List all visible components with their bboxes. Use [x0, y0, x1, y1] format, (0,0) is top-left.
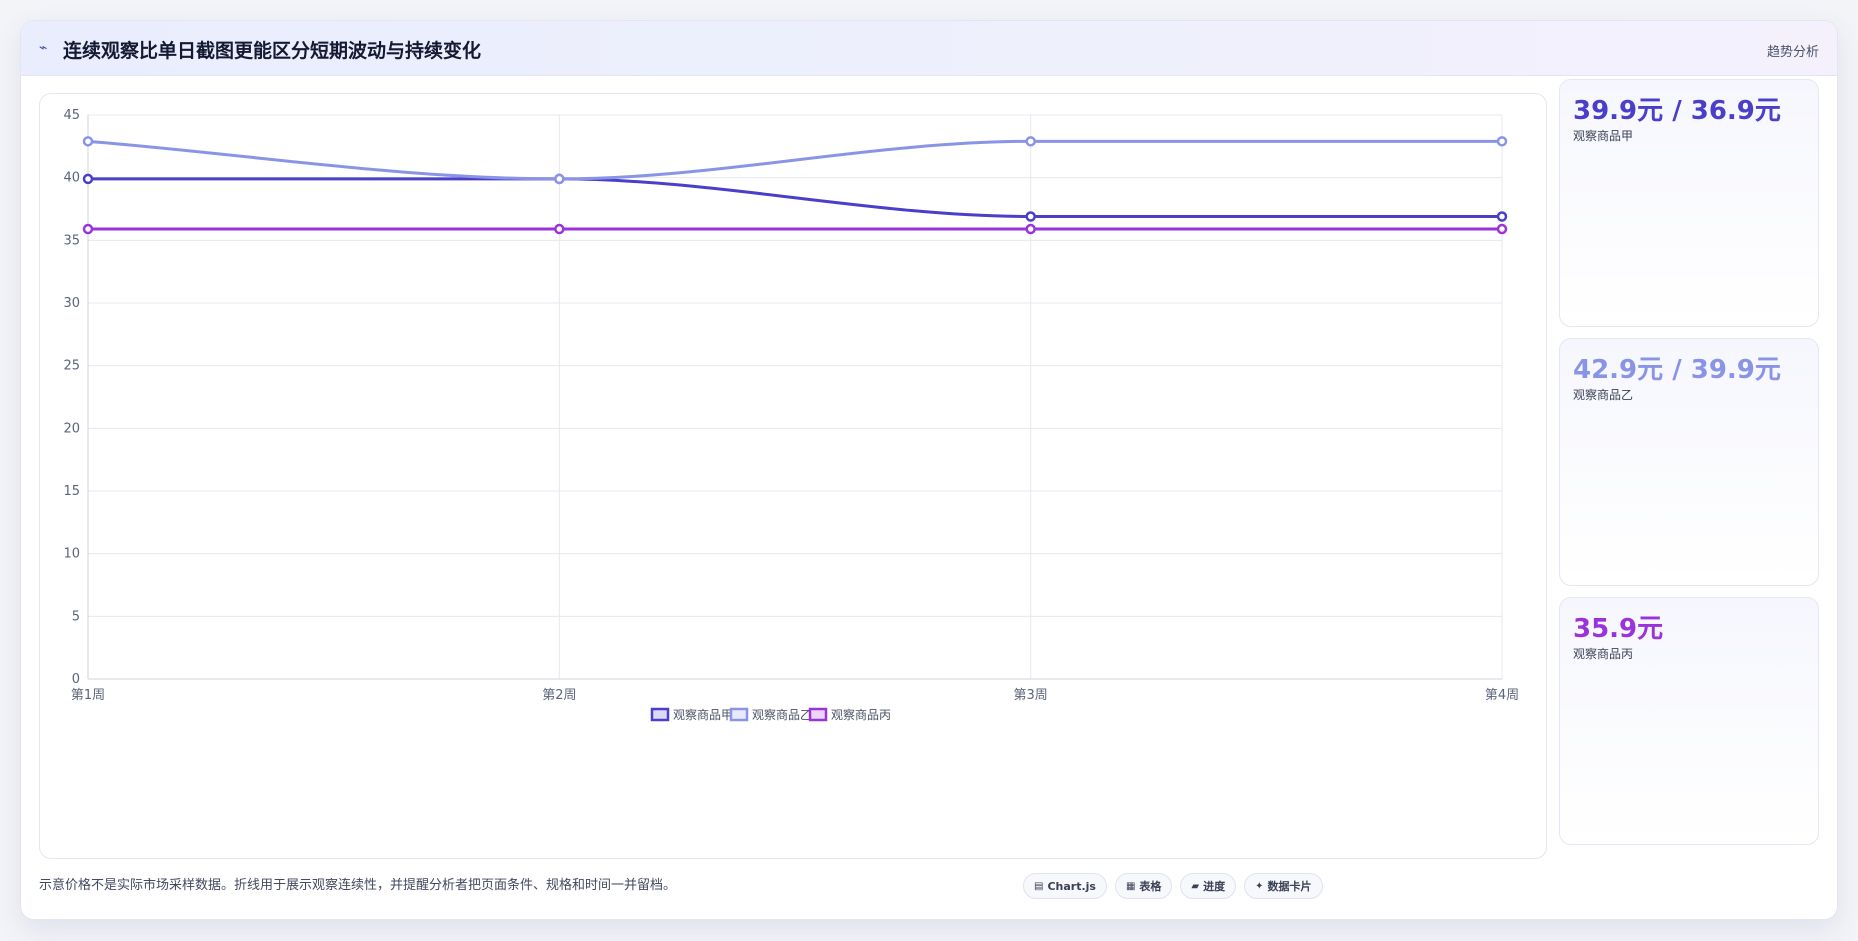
table-icon: ▦: [1125, 880, 1136, 892]
progress-icon: ▰: [1191, 880, 1200, 892]
y-tick-label: 35: [63, 233, 80, 248]
x-tick-label: 第2周: [542, 688, 576, 703]
y-tick-label: 25: [63, 359, 80, 374]
data-point: [554, 223, 565, 235]
data-point: [82, 173, 94, 185]
legend-swatch: [729, 707, 749, 722]
data-point: [1496, 211, 1508, 222]
legend-label: 观察商品丙: [831, 707, 891, 722]
badge-progress[interactable]: ▰ 进度: [1180, 873, 1237, 899]
summary-value-b: 42.9元 / 39.9元: [1573, 355, 1781, 385]
summary-value-a: 39.9元 / 36.9元: [1573, 96, 1781, 126]
summary-label-c: 观察商品丙: [1573, 647, 1634, 661]
data-point: [554, 173, 565, 185]
data-point: [1496, 136, 1508, 147]
header-tag: 趋势分析: [1766, 45, 1819, 60]
badge-table[interactable]: ▦ 表格: [1114, 873, 1173, 899]
data-point: [1496, 223, 1508, 235]
summary-card-c: 35.9元 观察商品丙: [1559, 597, 1819, 845]
data-point: [1025, 211, 1036, 222]
summary-card-a: 39.9元 / 36.9元 观察商品甲: [1559, 79, 1819, 327]
footnote: 示意价格不是实际市场采样数据。折线用于展示观察连续性，并提醒分析者把页面条件、规…: [39, 878, 677, 893]
y-tick-label: 10: [63, 547, 80, 562]
legend-label: 观察商品乙: [752, 707, 812, 722]
tech-badges: ▤ Chart.js ▦ 表格 ▰ 进度 ✦ 数据卡片: [1023, 873, 1323, 899]
card-header: ⌁ 连续观察比单日截图更能区分短期波动与持续变化 趋势分析: [21, 21, 1837, 76]
x-tick-label: 第1周: [71, 688, 105, 703]
trend-card: ⌁ 连续观察比单日截图更能区分短期波动与持续变化 趋势分析 0 5 10 15 20 25…: [20, 20, 1838, 920]
badge-label: 数据卡片: [1267, 880, 1312, 893]
chart-panel: 0 5 10 15 20 25 30 35 40 45 第1周 第2周 第3周 第4周观察商品甲 观察商品乙…: [39, 93, 1547, 859]
y-tick-label: 0: [72, 672, 80, 687]
chart-line-icon: ⌁: [39, 40, 48, 56]
x-tick-label: 第4周: [1485, 688, 1519, 703]
data-card-icon: ✦: [1255, 880, 1264, 892]
legend-swatch: [650, 707, 670, 722]
y-tick-label: 5: [72, 609, 80, 624]
badge-chartjs[interactable]: ▤ Chart.js: [1023, 873, 1107, 899]
summary-card-b: 42.9元 / 39.9元 观察商品乙: [1559, 338, 1819, 586]
badge-label: Chart.js: [1047, 879, 1096, 893]
y-tick-label: 40: [63, 171, 80, 186]
badge-label: 表格: [1139, 880, 1162, 893]
badge-data-card[interactable]: ✦ 数据卡片: [1244, 873, 1323, 899]
y-tick-label: 15: [63, 484, 80, 499]
summary-label-a: 观察商品甲: [1573, 129, 1634, 143]
y-tick-label: 30: [63, 296, 80, 311]
data-point: [82, 136, 94, 147]
data-point: [1025, 223, 1036, 235]
y-tick-label: 20: [63, 421, 80, 436]
series-line-1: [88, 177, 1502, 219]
x-tick-label: 第3周: [1014, 688, 1048, 703]
y-tick-label: 45: [63, 108, 80, 123]
series-line-2: [87, 139, 1502, 181]
chart-icon: ▤: [1034, 880, 1044, 892]
data-point: [1025, 136, 1036, 147]
page-title: 连续观察比单日截图更能区分短期波动与持续变化: [63, 40, 482, 62]
summary-value-c: 35.9元: [1573, 614, 1664, 644]
data-point: [82, 223, 94, 235]
legend-label: 观察商品甲: [673, 707, 733, 722]
badge-label: 进度: [1203, 880, 1226, 893]
summary-label-b: 观察商品乙: [1573, 388, 1634, 402]
legend-swatch: [808, 707, 828, 722]
